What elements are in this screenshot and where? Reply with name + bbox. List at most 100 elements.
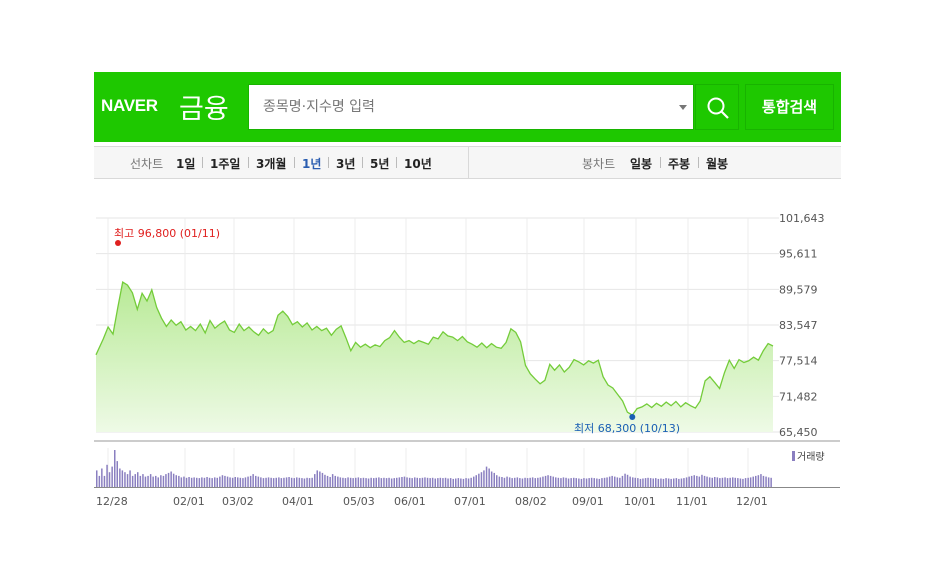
total-search-button[interactable]: 통합검색 [745,84,834,130]
volume-bar [711,477,713,488]
volume-bar [373,478,375,487]
volume-bar [324,474,326,487]
volume-bar [465,478,467,487]
volume-bar [129,470,131,488]
volume-bar [431,477,434,488]
volume-bar [193,477,195,487]
volume-bar [719,478,721,487]
search-button[interactable] [695,84,739,130]
volume-bar [616,477,619,487]
volume-bar [742,478,744,487]
volume-bar [701,474,703,487]
volume-bar [142,474,144,487]
volume-bar [675,478,678,487]
volume-bar [239,477,242,488]
volume-bar [531,477,534,487]
volume-bar [234,477,236,487]
volume-bar [352,478,354,487]
volume-bar [567,478,570,487]
volume-bar [370,477,372,488]
volume-bar [608,476,611,487]
volume-bar [385,478,388,487]
volume-bar [506,476,508,487]
volume-bar [542,476,544,487]
volume-bar [462,478,465,487]
dropdown-arrow-icon[interactable] [679,105,687,110]
finance-logo[interactable]: 금융 [179,94,229,125]
volume-bar [488,468,490,487]
candle-monthly[interactable]: 월봉 [706,157,729,171]
volume-bar [665,478,667,487]
period-1y[interactable]: 1년 [302,157,322,171]
volume-bar [278,477,280,487]
volume-bar [206,477,208,487]
volume-bar [301,478,303,487]
volume-bar [732,477,734,487]
volume-bar [526,478,529,487]
volume-bar [393,478,395,487]
separator [362,157,363,168]
volume-bar [162,475,165,487]
volume-bar [180,477,183,487]
volume-bar [739,478,742,487]
period-1w[interactable]: 1주일 [210,157,241,171]
x-tick-label: 08/02 [515,495,547,508]
volume-bar [539,477,542,487]
candle-daily[interactable]: 일봉 [630,157,653,171]
volume-bar [221,475,224,487]
separator [328,157,329,168]
volume-bar [501,477,503,487]
volume-bar [296,477,298,487]
volume-bar [124,472,126,487]
volume-bar [498,476,501,487]
volume-bar [434,478,436,487]
volume-bar [355,477,357,488]
volume-bar [242,478,244,487]
volume-bar [308,478,311,487]
volume-bar [249,475,252,487]
volume-bar [172,473,175,487]
volume-bar [178,475,180,487]
volume-bar [157,477,159,487]
volume-bar [339,477,342,487]
volume-bar [424,477,426,487]
volume-bar [639,478,642,487]
period-3y[interactable]: 3년 [336,157,356,171]
volume-bar [408,477,411,488]
volume-bar [729,477,731,488]
period-3m[interactable]: 3개월 [256,157,287,171]
period-5y[interactable]: 5년 [370,157,390,171]
volume-bar [688,476,690,487]
volume-bar [721,477,724,488]
naver-logo[interactable]: NAVER [101,96,158,115]
x-tick-label: 07/01 [454,495,486,508]
low-label: 최저 68,300 (10/13) [574,422,680,435]
period-1d[interactable]: 1일 [176,157,196,171]
volume-bar [578,478,580,487]
volume-bar [449,478,452,487]
volume-bar [670,478,672,487]
volume-bar [252,474,254,487]
volume-bar [557,477,560,488]
volume-bar [583,478,585,487]
volume-bar [98,475,101,487]
volume-bar [314,474,316,487]
volume-bar [521,478,524,487]
volume-legend: 거래량 [797,451,825,463]
volume-bar [216,477,218,488]
volume-bar [760,474,762,487]
y-tick-label: 95,611 [779,248,818,261]
period-10y[interactable]: 10년 [404,157,432,171]
search-input[interactable] [249,85,669,129]
header-bar: NAVER 금융 통합검색 [94,72,841,142]
volume-bar [649,478,652,487]
volume-bar [280,478,283,487]
volume-bar [662,478,665,487]
candle-weekly[interactable]: 주봉 [668,157,691,171]
volume-bar [685,477,688,487]
volume-bar [214,477,216,487]
price-area [96,282,773,432]
separator [396,157,397,168]
volume-bar [288,477,290,487]
volume-bar [139,475,142,487]
